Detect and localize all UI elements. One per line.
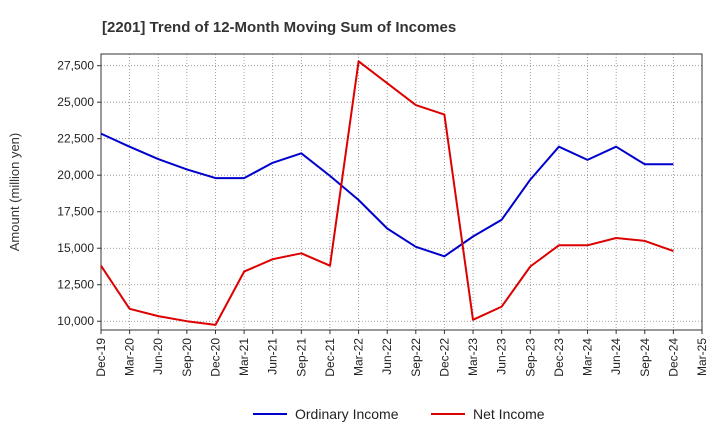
y-tick-label: 25,000: [57, 95, 94, 109]
x-tick-label: Mar-25: [695, 338, 709, 376]
y-axis: 10,000 12,500 15,000 17,500 20,000 22,500 25,0…: [57, 59, 101, 328]
x-tick-label: Dec-21: [323, 338, 337, 377]
y-tick-label: 17,500: [57, 205, 94, 219]
x-tick-label: Jun-22: [380, 338, 394, 375]
series-line-net-income: [100, 60, 674, 326]
y-tick-label: 20,000: [57, 168, 94, 182]
legend-label: Ordinary Income: [295, 406, 399, 422]
series-line-ordinary-income: [100, 132, 674, 258]
x-tick-label: Jun-23: [495, 338, 509, 375]
x-tick-label: Mar-21: [237, 338, 251, 376]
x-tick-label: Mar-24: [581, 338, 595, 376]
y-tick-label: 15,000: [57, 241, 94, 255]
x-tick-label: Mar-20: [123, 338, 137, 376]
x-tick-label: Jun-24: [609, 338, 623, 375]
legend-item-ordinary-income: Ordinary Income: [253, 406, 399, 422]
x-tick-label: Mar-22: [352, 338, 366, 376]
series-group: [100, 60, 674, 326]
x-tick-label: Dec-20: [208, 338, 222, 377]
legend: Ordinary Income Net Income: [253, 406, 545, 422]
x-tick-label: Sep-24: [638, 338, 652, 377]
legend-label: Net Income: [473, 406, 545, 422]
x-axis: Dec-19 Mar-20 Jun-20 Sep-20 Dec-20 Mar-21 Jun-…: [94, 330, 709, 377]
x-tick-label: Dec-24: [666, 338, 680, 377]
y-tick-label: 22,500: [57, 132, 94, 146]
x-tick-label: Dec-23: [552, 338, 566, 377]
x-tick-label: Sep-20: [180, 338, 194, 377]
x-tick-label: Sep-23: [523, 338, 537, 377]
x-tick-label: Jun-21: [266, 338, 280, 375]
x-tick-label: Sep-21: [294, 338, 308, 377]
y-axis-title: Amount (million yen): [7, 133, 22, 252]
grid: [101, 54, 702, 330]
plot-frame: [100, 53, 703, 331]
x-tick-label: Mar-23: [466, 338, 480, 376]
x-tick-label: Dec-19: [94, 338, 108, 377]
y-tick-label: 10,000: [57, 314, 94, 328]
chart-title: [2201] Trend of 12-Month Moving Sum of I…: [102, 19, 456, 36]
x-tick-label: Sep-22: [409, 338, 423, 377]
y-tick-label: 27,500: [57, 59, 94, 73]
legend-item-net-income: Net Income: [431, 406, 545, 422]
x-tick-label: Jun-20: [151, 338, 165, 375]
y-tick-label: 12,500: [57, 278, 94, 292]
x-tick-label: Dec-22: [437, 338, 451, 377]
